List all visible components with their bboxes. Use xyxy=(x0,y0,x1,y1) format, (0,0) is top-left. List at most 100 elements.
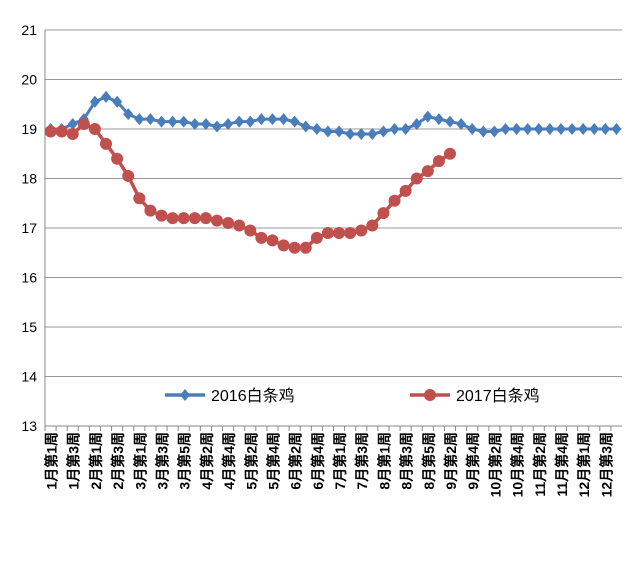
point xyxy=(188,212,201,225)
point xyxy=(567,123,578,135)
point xyxy=(67,118,78,131)
point xyxy=(167,115,178,128)
point xyxy=(555,123,566,135)
y-tick-label: 19 xyxy=(21,121,37,137)
point xyxy=(145,113,156,126)
x-tick-label: 7月第3周 xyxy=(354,432,370,490)
x-tick-label: 8月第1周 xyxy=(376,432,392,490)
y-tick-label: 13 xyxy=(21,418,37,434)
legend-marker xyxy=(424,389,436,401)
point xyxy=(55,125,68,138)
y-tick-label: 14 xyxy=(21,369,37,385)
point xyxy=(467,123,478,135)
point xyxy=(400,123,411,135)
point xyxy=(355,224,368,237)
point xyxy=(422,110,433,123)
point xyxy=(356,127,367,140)
x-tick-label: 6月第2周 xyxy=(288,432,304,490)
x-tick-label: 5月第4周 xyxy=(265,432,281,490)
point xyxy=(478,125,489,138)
point xyxy=(432,155,445,168)
point xyxy=(211,120,222,133)
point xyxy=(600,123,611,135)
y-tick-label: 17 xyxy=(21,220,37,236)
x-tick-label: 10月第2周 xyxy=(487,432,503,497)
point xyxy=(44,125,57,138)
point xyxy=(166,212,179,225)
point xyxy=(123,108,134,121)
legend-label: 2017白条鸡 xyxy=(456,387,540,405)
point xyxy=(544,123,555,135)
point xyxy=(366,219,379,232)
point xyxy=(500,123,511,135)
point xyxy=(421,165,434,178)
point xyxy=(333,226,346,239)
x-tick-label: 12月第1周 xyxy=(576,432,592,497)
point xyxy=(578,123,589,135)
point xyxy=(377,207,390,220)
point xyxy=(344,226,357,239)
point xyxy=(589,123,600,135)
point xyxy=(367,127,378,140)
point xyxy=(267,113,278,126)
point xyxy=(155,209,168,222)
x-tick-label: 7月第1周 xyxy=(332,432,348,490)
point xyxy=(445,115,456,128)
point xyxy=(101,90,112,103)
point xyxy=(134,113,145,126)
legend-marker xyxy=(180,389,190,401)
x-tick-label: 11月第2周 xyxy=(532,432,548,497)
point xyxy=(345,127,356,140)
point xyxy=(133,192,146,205)
x-tick-label: 11月第4周 xyxy=(554,432,570,497)
point xyxy=(310,231,323,244)
point xyxy=(277,239,290,252)
point xyxy=(489,125,500,138)
x-tick-label: 6月第4周 xyxy=(310,432,326,490)
point xyxy=(189,118,200,131)
point xyxy=(321,226,334,239)
y-tick-label: 18 xyxy=(21,171,37,187)
point xyxy=(233,219,246,232)
x-tick-label: 4月第4周 xyxy=(221,432,237,490)
legend-label: 2016白条鸡 xyxy=(211,387,295,405)
point xyxy=(433,113,444,126)
point xyxy=(66,127,79,140)
point xyxy=(77,118,90,131)
point xyxy=(245,115,256,128)
point xyxy=(178,115,189,128)
x-tick-label: 12月第3周 xyxy=(598,432,614,497)
point xyxy=(311,123,322,135)
x-tick-label: 8月第3周 xyxy=(399,432,415,490)
point xyxy=(199,212,212,225)
point xyxy=(522,123,533,135)
point xyxy=(533,123,544,135)
line xyxy=(50,95,617,136)
point xyxy=(322,125,333,138)
point xyxy=(88,123,101,135)
point xyxy=(100,137,113,150)
point xyxy=(399,184,412,197)
x-tick-label: 9月第2周 xyxy=(443,432,459,490)
point xyxy=(388,194,401,207)
point xyxy=(288,241,301,254)
point xyxy=(256,113,267,126)
point xyxy=(255,231,268,244)
x-tick-label: 1月第3周 xyxy=(66,432,82,490)
point xyxy=(334,125,345,138)
point xyxy=(444,147,457,160)
x-tick-label: 1月第1周 xyxy=(44,432,60,490)
point xyxy=(177,212,190,225)
point xyxy=(456,118,467,131)
point xyxy=(244,224,257,237)
point xyxy=(411,118,422,131)
point xyxy=(122,170,135,183)
y-tick-label: 15 xyxy=(21,319,37,335)
x-tick-label: 5月第2周 xyxy=(243,432,259,490)
y-tick-label: 21 xyxy=(21,22,37,38)
point xyxy=(289,115,300,128)
x-tick-label: 2月第3周 xyxy=(110,432,126,490)
x-tick-label: 3月第1周 xyxy=(132,432,148,490)
x-tick-label: 8月第5周 xyxy=(421,432,437,490)
series-1 xyxy=(44,118,457,254)
